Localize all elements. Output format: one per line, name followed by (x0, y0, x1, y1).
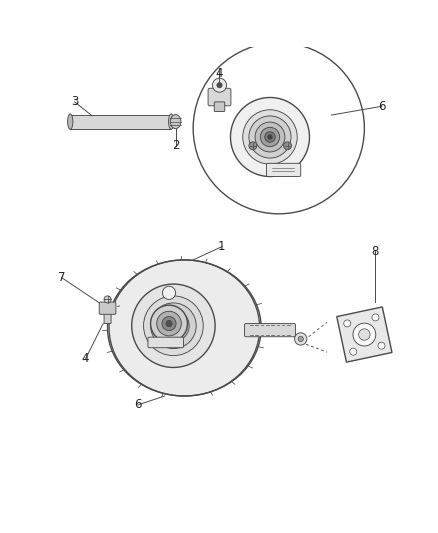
Circle shape (248, 116, 290, 158)
Circle shape (260, 127, 279, 147)
Circle shape (297, 336, 303, 342)
Text: 7: 7 (57, 271, 65, 284)
FancyBboxPatch shape (214, 102, 224, 111)
Text: 2: 2 (171, 139, 179, 152)
Circle shape (162, 286, 175, 300)
Circle shape (343, 320, 350, 327)
Text: 8: 8 (371, 245, 378, 257)
Ellipse shape (67, 114, 73, 130)
Circle shape (150, 303, 196, 349)
Circle shape (166, 320, 172, 327)
Circle shape (352, 323, 375, 346)
Circle shape (212, 78, 226, 92)
Circle shape (169, 321, 177, 330)
Circle shape (157, 310, 189, 342)
Text: 3: 3 (71, 95, 78, 108)
Circle shape (104, 296, 111, 303)
Text: 4: 4 (81, 352, 89, 365)
Polygon shape (336, 307, 391, 362)
Circle shape (283, 142, 291, 150)
Circle shape (156, 311, 181, 336)
Text: 4: 4 (215, 67, 223, 80)
FancyBboxPatch shape (104, 310, 111, 324)
Text: 6: 6 (377, 100, 385, 113)
Circle shape (248, 142, 256, 150)
Circle shape (254, 122, 284, 152)
Circle shape (131, 284, 215, 367)
Circle shape (267, 135, 272, 139)
Text: 1: 1 (217, 240, 225, 253)
FancyBboxPatch shape (244, 324, 295, 337)
Text: 6: 6 (134, 398, 142, 411)
Circle shape (216, 83, 222, 88)
FancyBboxPatch shape (99, 302, 116, 314)
Circle shape (377, 342, 384, 349)
Circle shape (358, 329, 369, 340)
Circle shape (294, 333, 306, 345)
Circle shape (242, 110, 297, 164)
FancyBboxPatch shape (266, 163, 300, 176)
Polygon shape (70, 115, 171, 128)
Circle shape (371, 314, 378, 321)
Ellipse shape (170, 115, 180, 128)
Ellipse shape (107, 260, 261, 396)
Ellipse shape (168, 114, 173, 130)
Circle shape (150, 305, 187, 342)
Circle shape (349, 348, 356, 355)
Circle shape (230, 98, 309, 176)
Circle shape (162, 317, 176, 330)
Circle shape (143, 296, 203, 356)
Circle shape (264, 132, 275, 142)
Circle shape (163, 316, 183, 335)
FancyBboxPatch shape (148, 337, 183, 348)
FancyBboxPatch shape (208, 88, 230, 106)
